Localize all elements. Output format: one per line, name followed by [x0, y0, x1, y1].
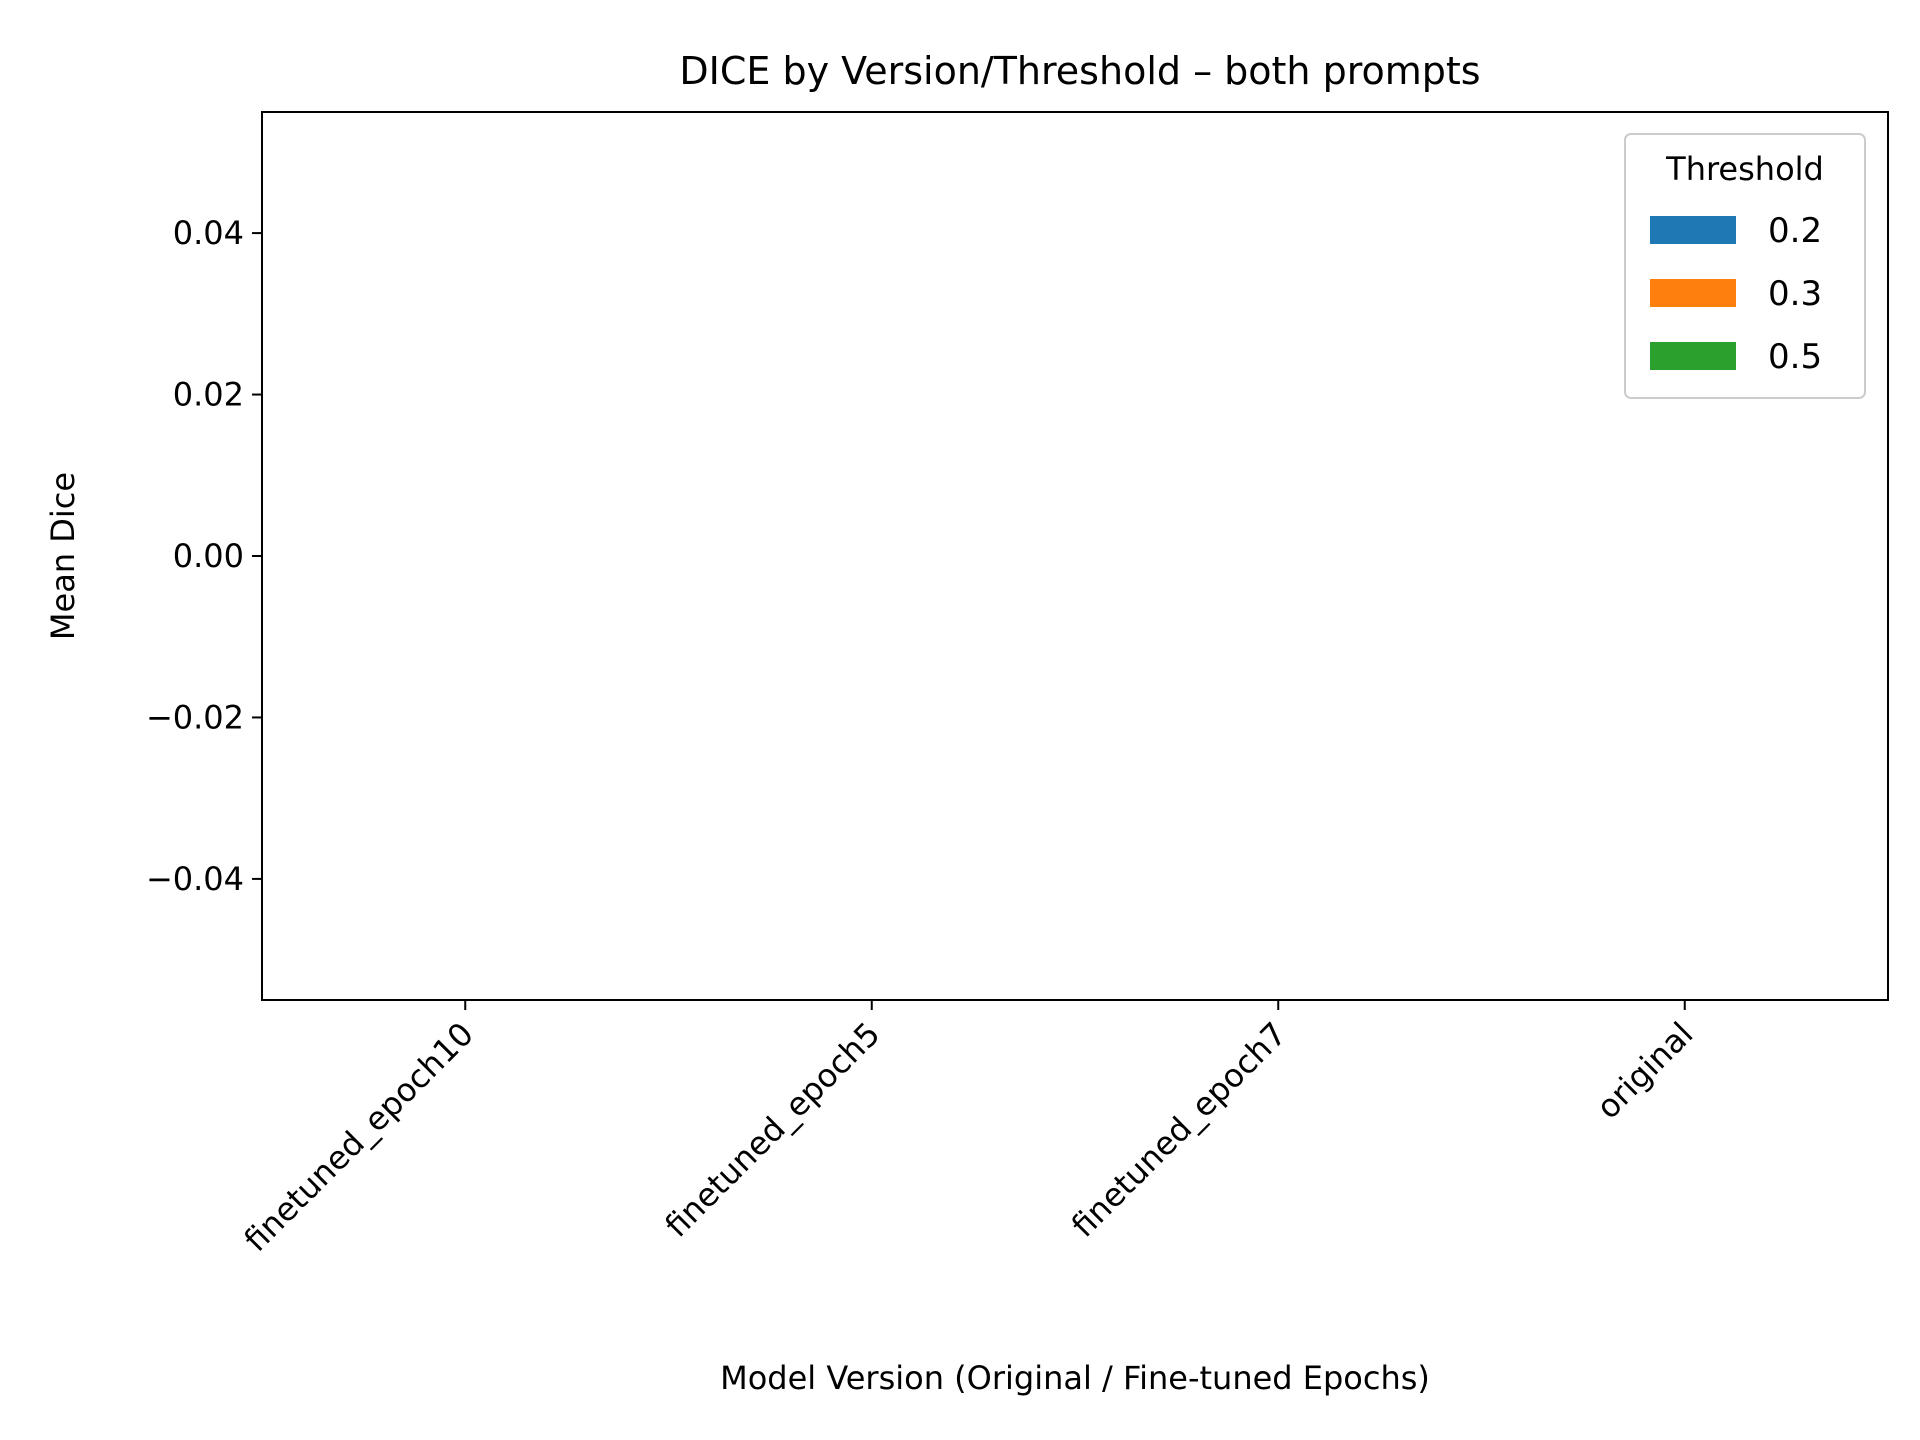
legend: Threshold 0.2 0.3 0.5 [1624, 133, 1866, 399]
legend-label: 0.5 [1768, 337, 1822, 377]
y-axis-label: Mean Dice [44, 472, 82, 640]
x-axis-label: Model Version (Original / Fine-tuned Epo… [720, 1359, 1430, 1397]
legend-swatch [1650, 216, 1736, 244]
legend-box [1624, 133, 1866, 399]
y-tick-label: −0.02 [146, 698, 244, 736]
y-tick-label: 0.00 [173, 537, 244, 575]
chart-title: DICE by Version/Threshold – both prompts [679, 49, 1480, 93]
legend-label: 0.2 [1768, 211, 1822, 251]
legend-title: Threshold [1665, 150, 1824, 188]
y-tick-label: 0.02 [173, 376, 244, 414]
legend-label: 0.3 [1768, 274, 1822, 314]
y-tick-label: −0.04 [146, 860, 244, 898]
legend-swatch [1650, 342, 1736, 370]
y-axis: 0.04 0.02 0.00 −0.02 −0.04 [146, 214, 262, 898]
legend-swatch [1650, 279, 1736, 307]
y-tick-label: 0.04 [173, 214, 244, 252]
